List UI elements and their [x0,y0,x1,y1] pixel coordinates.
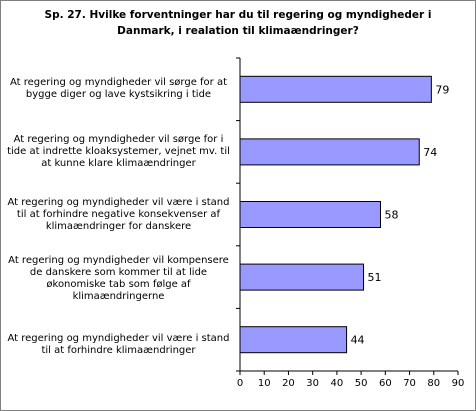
data-label-1: 79 [435,83,449,96]
x-tick-label: 80 [427,378,440,389]
data-label-4: 51 [368,271,382,284]
x-tick-label: 30 [306,378,319,389]
category-label-2: At regering og myndigheder vil sørge for… [7,134,230,169]
bar-1 [239,75,432,103]
chart-title: Sp. 27. Hvilke forventninger har du til … [44,9,432,37]
bar-4 [239,263,365,291]
data-label-3: 58 [384,209,398,222]
x-tick-label: 0 [237,378,243,389]
x-tick-label: 50 [355,378,368,389]
data-label-5: 44 [351,334,365,347]
x-tick-label: 90 [452,378,465,389]
bar-5 [239,326,348,354]
x-tick-label: 10 [258,378,271,389]
category-label-3: At regering og myndigheder vil være i st… [7,197,230,232]
x-tick-label: 40 [331,378,344,389]
category-label-5: At regering og myndigheder vil være i st… [7,333,230,356]
x-tick-label: 20 [282,378,295,389]
bar-3 [239,201,381,228]
x-tick-label: 70 [403,378,416,389]
data-label-2: 74 [423,146,437,159]
x-tick-label: 60 [379,378,392,389]
bar-2 [239,138,420,166]
category-label-1: At regering og myndigheder vil sørge for… [9,77,228,100]
category-label-4: At regering og myndigheder vil kompenser… [8,255,229,302]
